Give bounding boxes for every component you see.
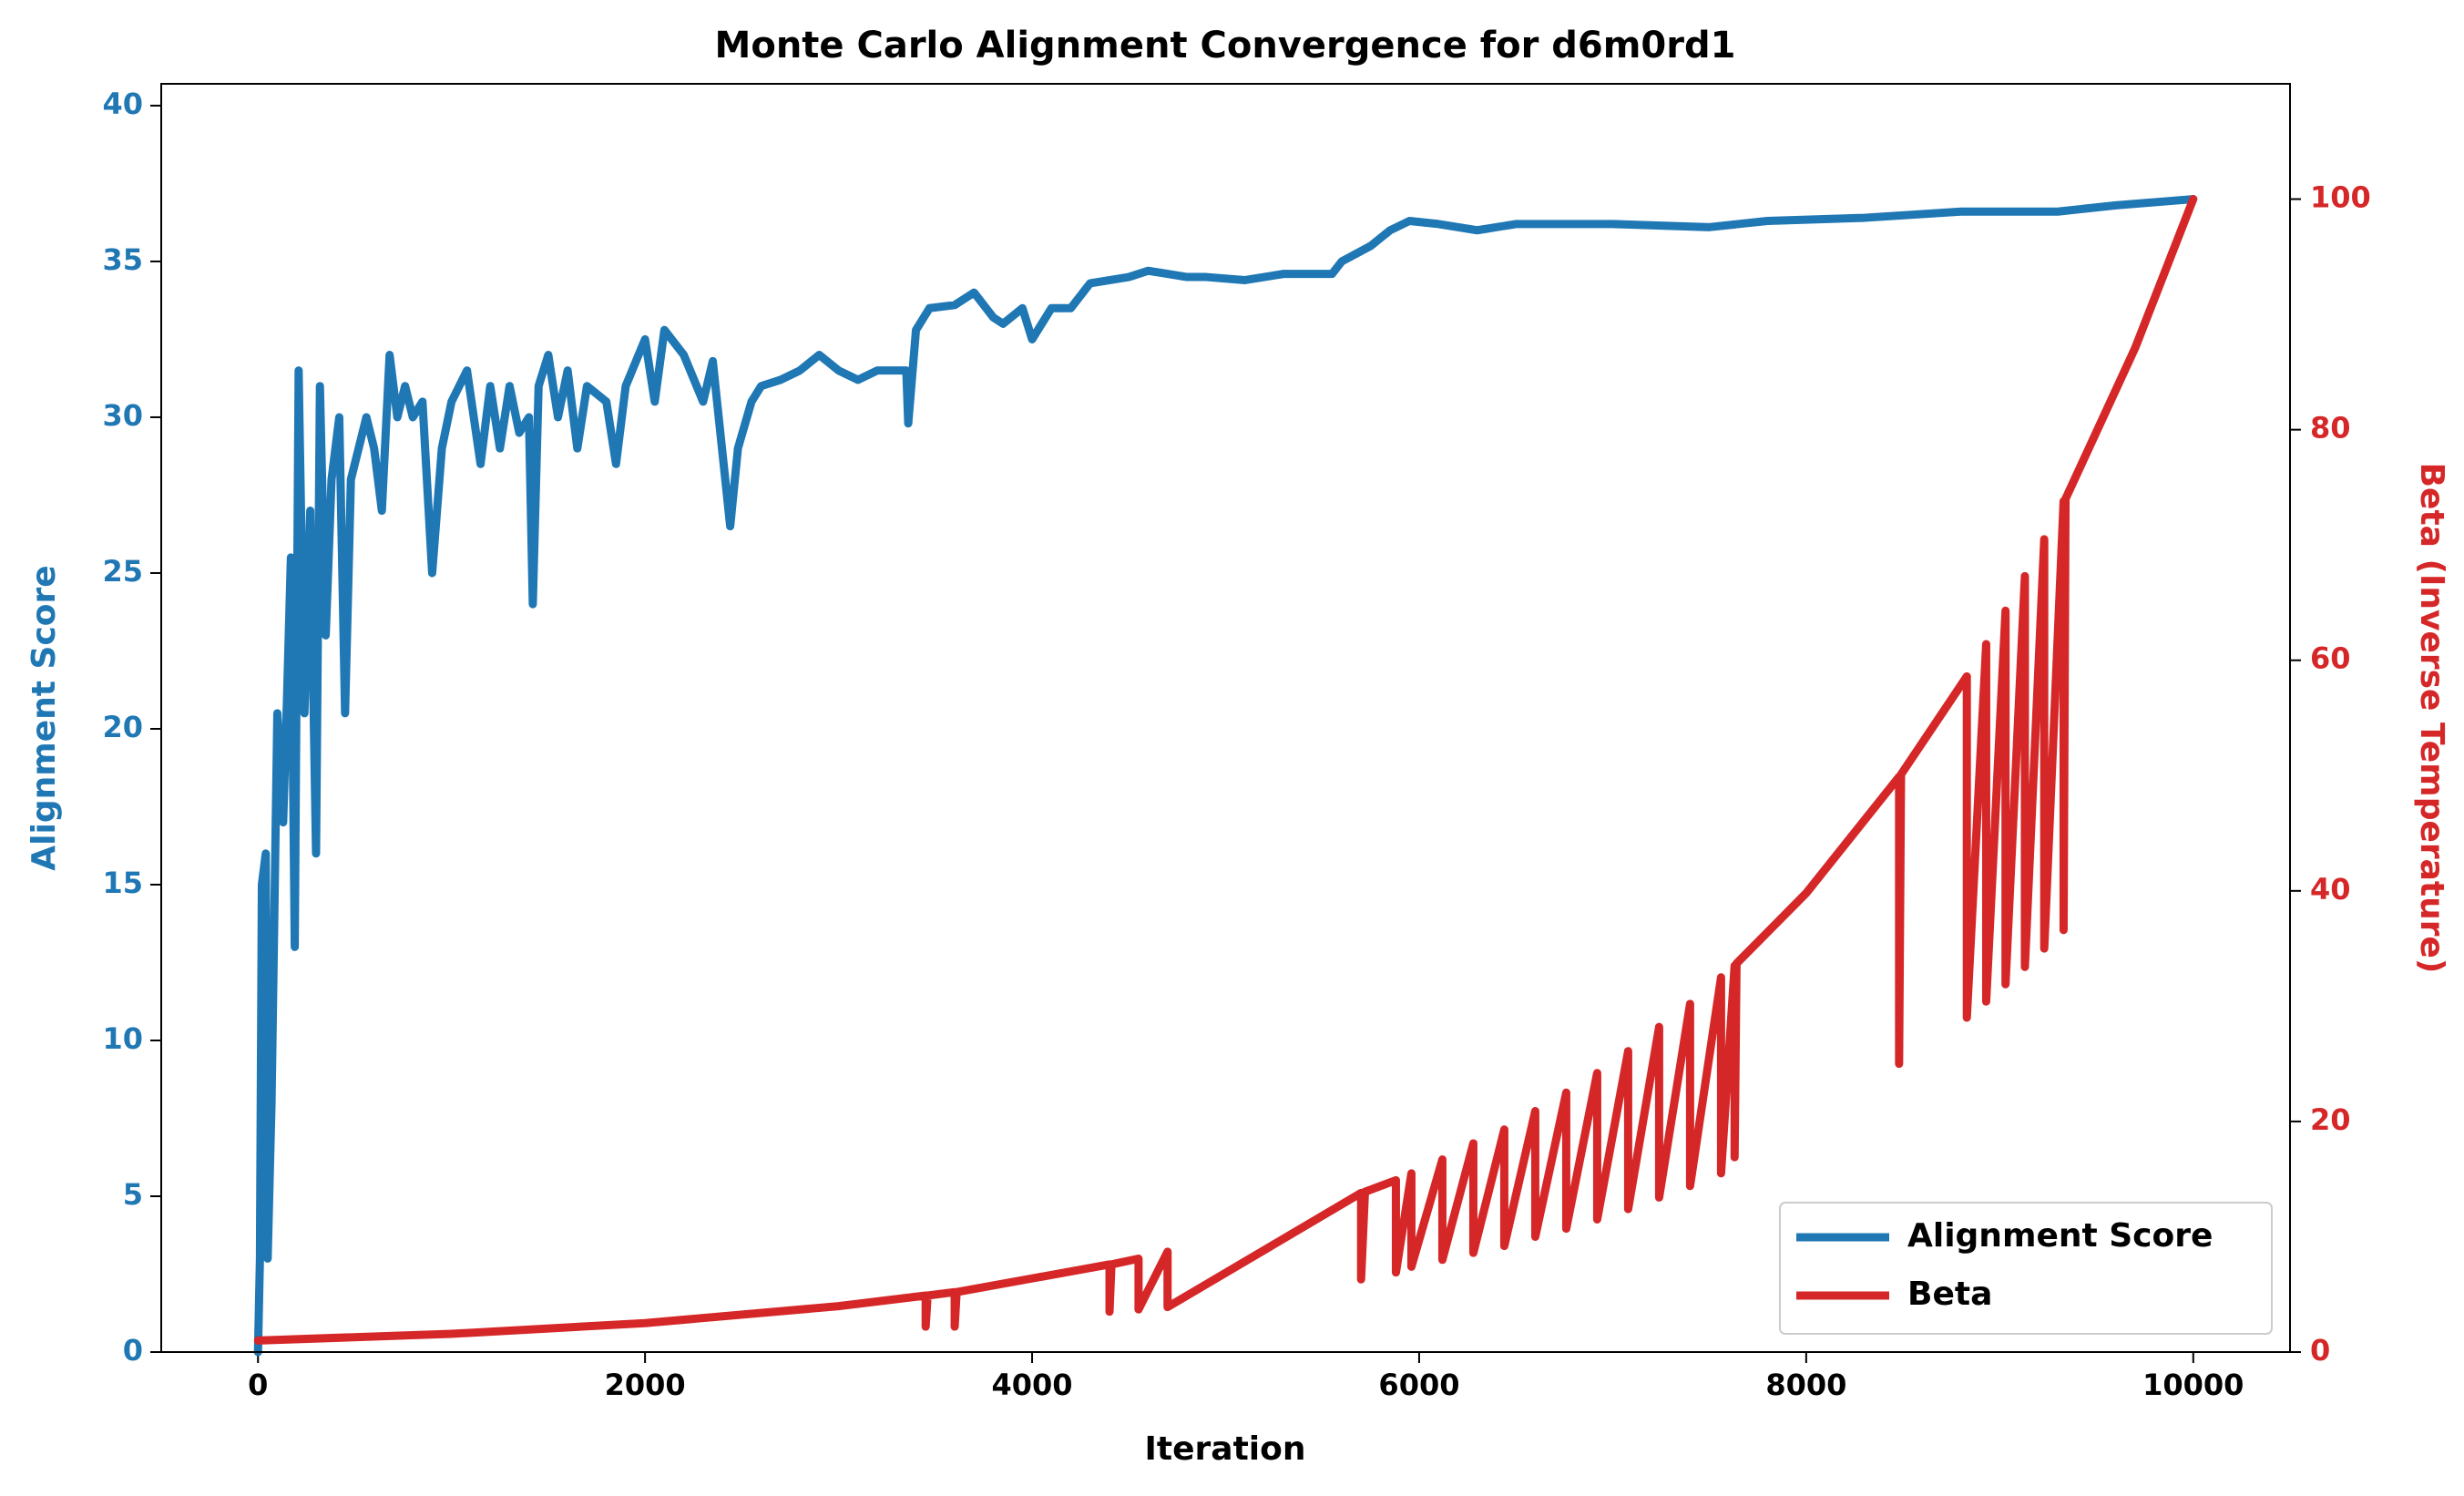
x-tick-label: 4000 <box>992 1368 1073 1402</box>
y-tick-label: 25 <box>102 554 143 589</box>
y-tick-label: 35 <box>102 242 143 277</box>
y-tick-label: 5 <box>123 1177 143 1212</box>
y-tick-label: 10 <box>102 1021 143 1056</box>
y2-tick-label: 60 <box>2310 641 2351 676</box>
y2-tick-label: 100 <box>2310 180 2371 215</box>
y2-tick-label: 40 <box>2310 872 2351 907</box>
x-tick-label: 2000 <box>605 1368 686 1402</box>
y2-axis-label: Beta (Inverse Temperature) <box>2413 463 2450 974</box>
legend-label: Alignment Score <box>1907 1217 2213 1255</box>
x-tick-label: 6000 <box>1378 1368 1459 1402</box>
y-axis-label: Alignment Score <box>26 565 63 870</box>
x-tick-label: 0 <box>248 1368 268 1402</box>
series-line <box>253 195 2198 1357</box>
series-line <box>253 195 2198 1345</box>
x-tick-label: 10000 <box>2142 1368 2244 1402</box>
y-tick-label: 20 <box>102 710 143 744</box>
y2-tick-label: 0 <box>2310 1333 2330 1368</box>
x-axis-label: Iteration <box>1145 1430 1306 1468</box>
y-tick-label: 30 <box>102 398 143 433</box>
y-tick-label: 15 <box>102 866 143 900</box>
plot-frame <box>160 83 2291 1353</box>
legend-label: Beta <box>1907 1276 1992 1313</box>
y2-tick-label: 20 <box>2310 1102 2351 1137</box>
y-tick-label: 0 <box>123 1333 143 1368</box>
legend-box <box>1779 1202 2273 1335</box>
y-tick-label: 40 <box>102 87 143 121</box>
chart-title: Monte Carlo Alignment Convergence for d6… <box>715 25 1736 67</box>
y2-tick-label: 80 <box>2310 411 2351 446</box>
x-tick-label: 8000 <box>1765 1368 1846 1402</box>
